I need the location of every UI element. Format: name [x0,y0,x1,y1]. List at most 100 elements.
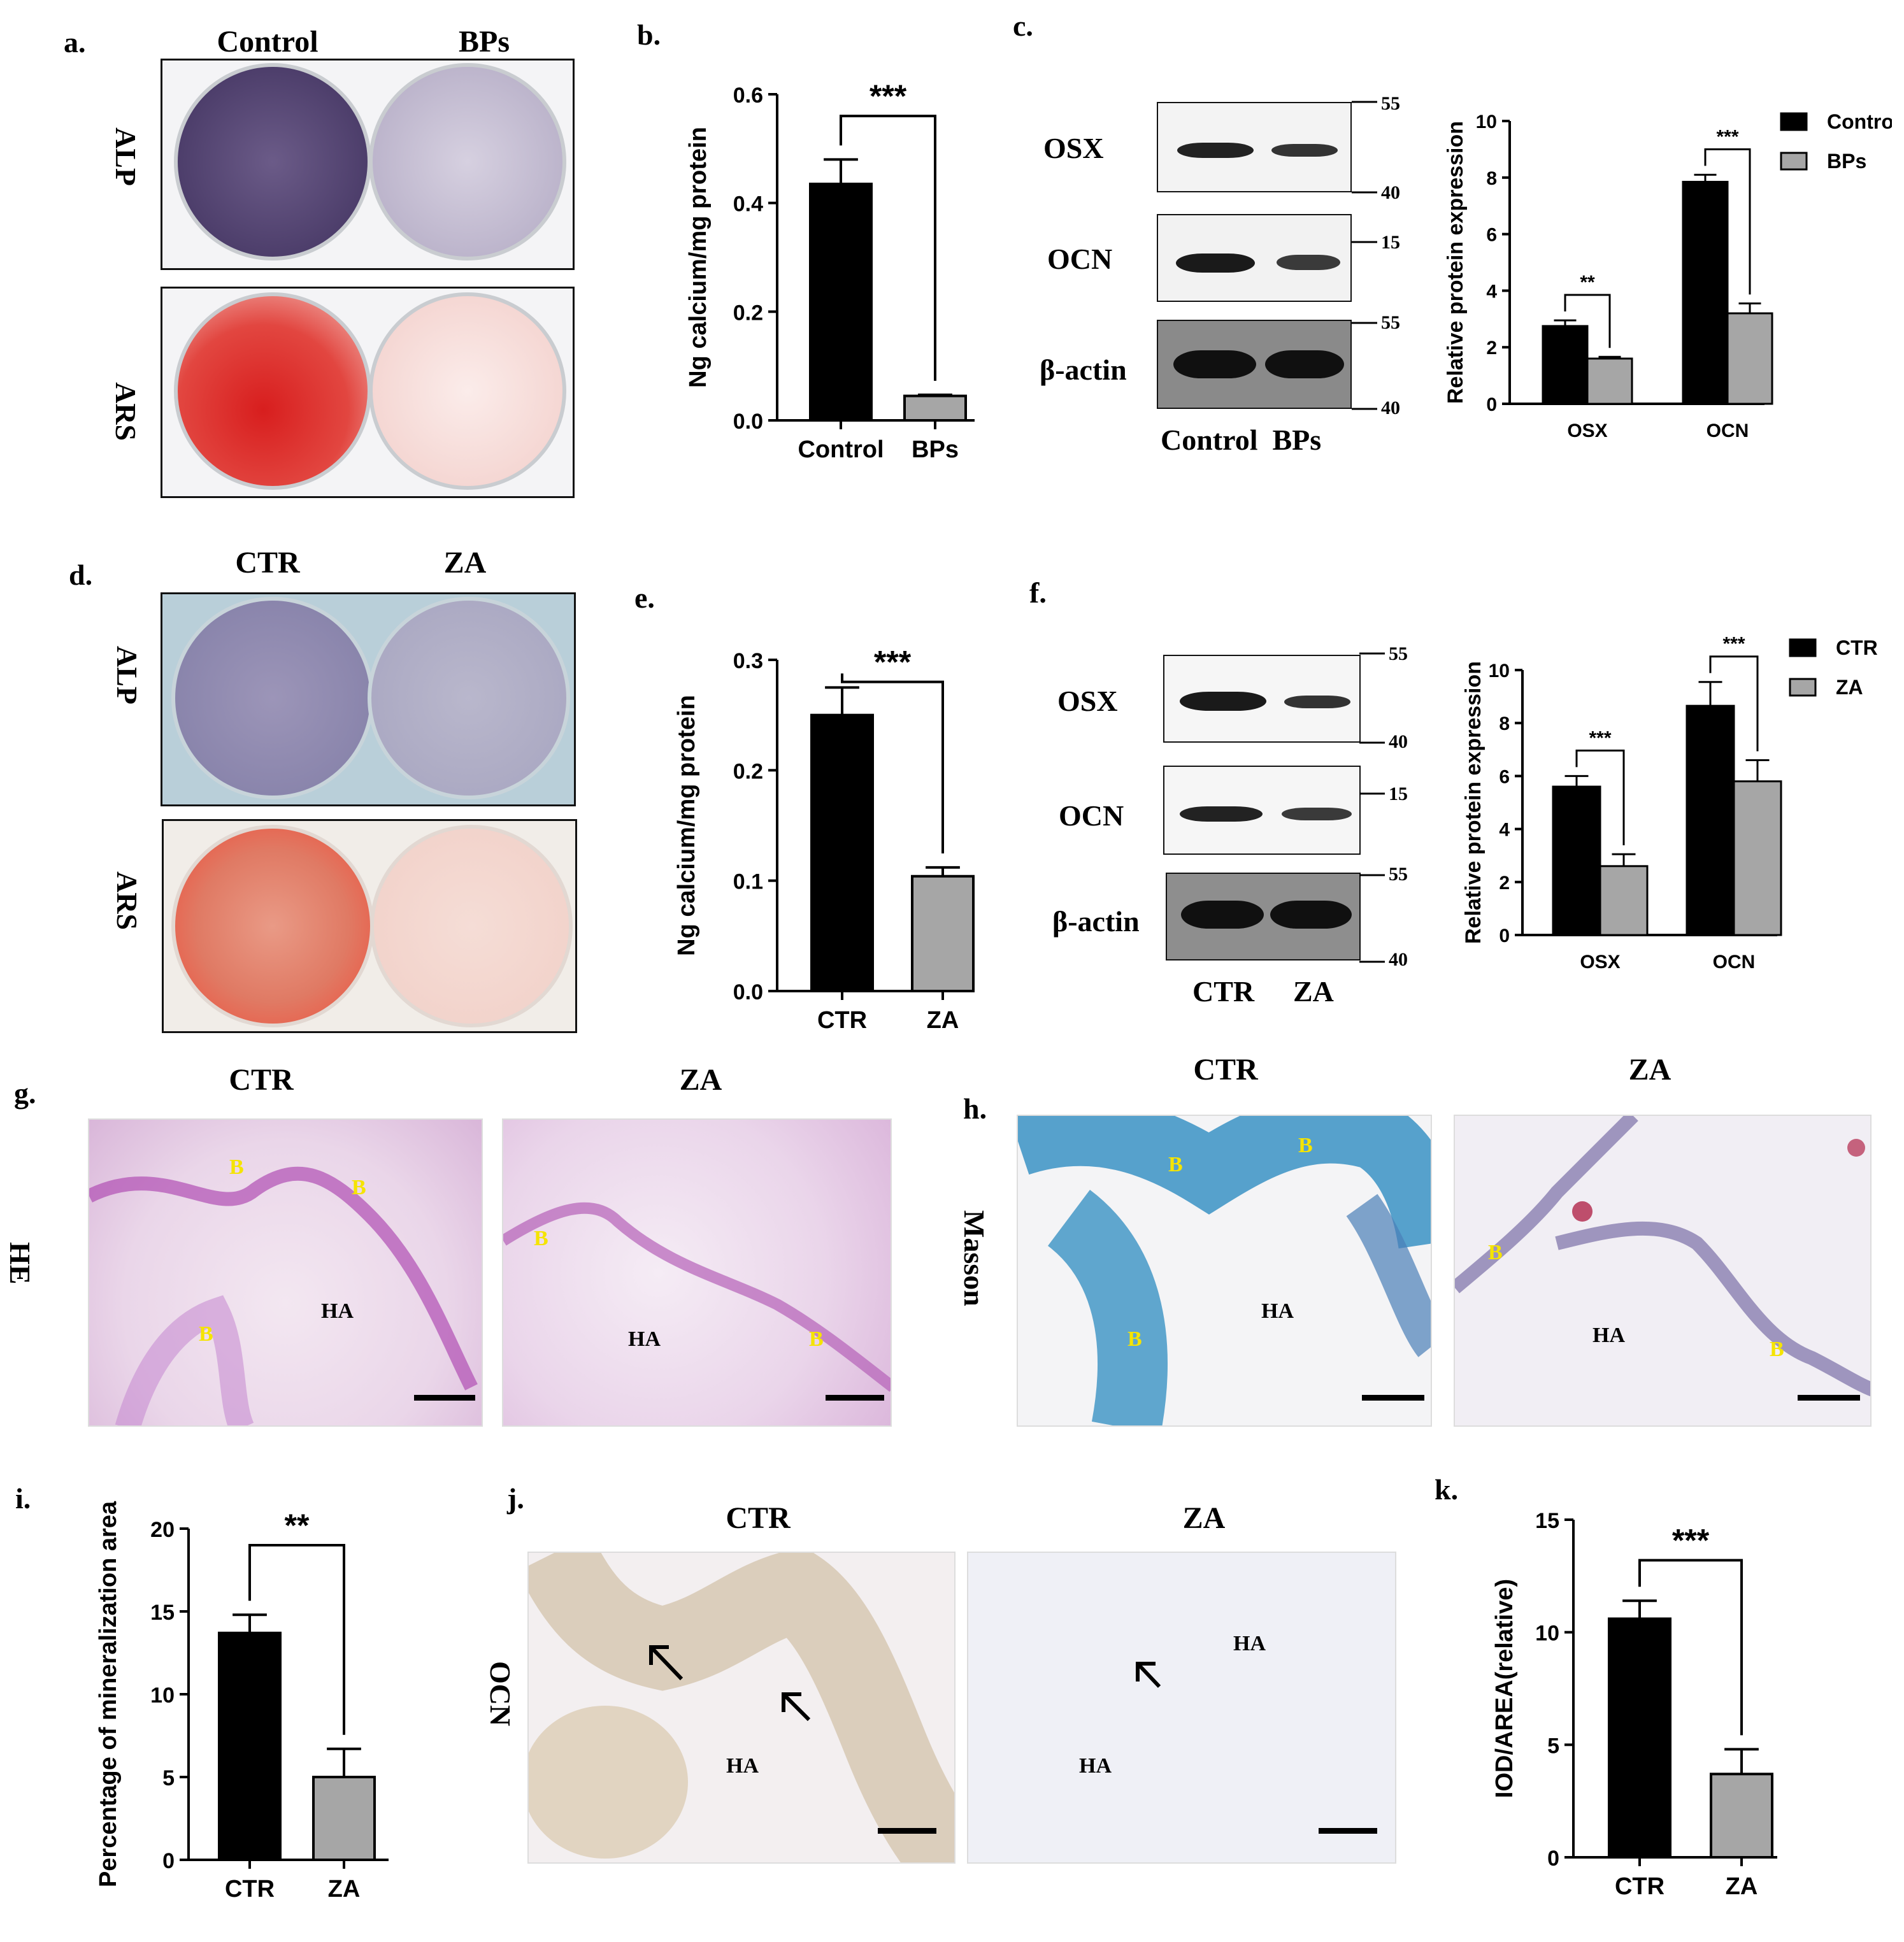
chart-e: 0.0 0.1 0.2 0.3 Ng calcium/mg protein CTR ZA **… [673,645,975,1034]
he-ctr-b1: B [229,1155,244,1179]
y-tick-label: 0.0 [733,980,763,1004]
bar [809,182,873,422]
ihc-za-micrograph: HA HA [967,1552,1396,1864]
bar [1726,312,1773,405]
y-tick-label: 0.6 [733,83,763,108]
masson-ctr-tissue [1018,1116,1431,1425]
alp-well-control [174,63,371,261]
he-za-ha: HA [628,1327,661,1351]
panel-j-col-za: ZA [1182,1501,1226,1535]
bar [1682,180,1729,405]
x-tick-label: OCN [1713,952,1756,973]
panel-a-row-alp: ALP [110,127,142,186]
he-ctr-tissue [89,1166,478,1425]
blot-f-lane1: CTR [1192,975,1255,1008]
he-za-tissue [503,1202,891,1392]
panel-d-row-alp: ALP [111,646,143,704]
y-tick-label: 4 [1486,281,1497,302]
y-tick-label: 0.0 [733,410,763,434]
legend-swatch [1780,152,1808,171]
bar [312,1776,376,1861]
masson-ctr-b3: B [1127,1327,1142,1351]
blot-f-bactin [1166,873,1361,960]
arrow-icon [649,1645,811,1722]
y-tick-label: 0.4 [733,192,763,217]
panel-label-e: e. [634,582,655,614]
bar [1552,785,1601,936]
panel-h-side-masson: Masson [958,1210,991,1306]
y-tick-label: 6 [1499,766,1510,787]
panel-label-b: b. [637,18,661,51]
bar [1599,865,1649,936]
panel-label-d: d. [69,559,93,591]
significance-label: ** [285,1508,310,1543]
ars-well-ctr [171,825,374,1027]
marker-40: 40 [1381,182,1400,203]
blot-f-lane2: ZA [1293,975,1334,1008]
blot-c-label-ocn: OCN [1047,243,1113,275]
ars-well-bps [369,292,566,490]
panel-d-row-ars: ARS [111,871,143,931]
y-axis-label: IOD/AREA(relative) [1491,1579,1518,1798]
scale-bar [1798,1395,1860,1401]
ihc-za-ha1: HA [1233,1632,1266,1655]
x-tick-label: ZA [927,1007,959,1034]
masson-za-tissue [1455,1116,1870,1397]
ihc-za-ha2: HA [1079,1754,1112,1778]
chart-k: 0 5 10 15 IOD/AREA(relative) CTR ZA *** [1491,1509,1777,1900]
panel-label-a: a. [64,26,86,59]
blot-c-bactin [1157,320,1352,409]
blot-f-label-ocn: OCN [1059,799,1124,832]
panel-h-col-ctr: CTR [1193,1053,1258,1087]
masson-za-ha: HA [1593,1324,1625,1347]
scale-bar [1362,1395,1424,1401]
significance-bracket [1709,655,1759,752]
he-ctr-micrograph: B B B HA [88,1118,483,1427]
x-tick-label: OSX [1567,420,1607,441]
y-tick-label: 10 [1535,1622,1559,1646]
band [1282,808,1352,820]
scale-bar [878,1828,936,1834]
y-tick-label: 0 [1547,1846,1559,1871]
panel-label-g: g. [14,1077,36,1110]
alp-well-ctr [171,597,374,799]
band [1180,806,1263,822]
x-tick-label: Control [798,436,884,463]
panel-label-i: i. [15,1482,31,1515]
panel-d-col-ctr: CTR [235,546,300,580]
y-tick-label: 20 [150,1518,175,1542]
scale-bar [1319,1828,1377,1834]
legend-swatch [1780,112,1808,131]
blot-f-ocn [1163,766,1361,855]
band [1173,350,1256,378]
significance-bracket [1638,1559,1743,1736]
significance-bracket [841,673,944,853]
panel-d-alp-plate [161,592,576,806]
bar [1733,780,1782,936]
marker-f-40b: 40 [1389,949,1408,970]
panel-j-col-ctr: CTR [726,1501,791,1535]
panel-label-f: f. [1029,576,1047,609]
significance-bracket [1564,294,1611,348]
panel-j-side-ocn: OCN [484,1661,517,1727]
y-tick-label: 10 [150,1683,175,1708]
legend-label: ZA [1836,676,1863,699]
band [1265,350,1344,378]
y-tick-label: 0.2 [733,301,763,325]
marker-40b: 40 [1381,397,1400,418]
band [1181,901,1264,929]
marker-f-15: 15 [1389,783,1408,804]
bar [218,1631,282,1861]
alp-well-za [368,597,570,799]
y-tick-label: 6 [1486,225,1497,246]
y-axis-label: Percentage of mineralization area [95,1501,122,1887]
panel-a-col-control: Control [217,25,319,59]
y-tick-label: 2 [1499,873,1510,894]
y-tick-label: 5 [1547,1734,1559,1758]
x-tick-label: CTR [225,1876,275,1903]
panel-label-c: c. [1013,10,1033,42]
y-tick-label: 0.1 [733,870,763,894]
bar [1686,704,1735,936]
